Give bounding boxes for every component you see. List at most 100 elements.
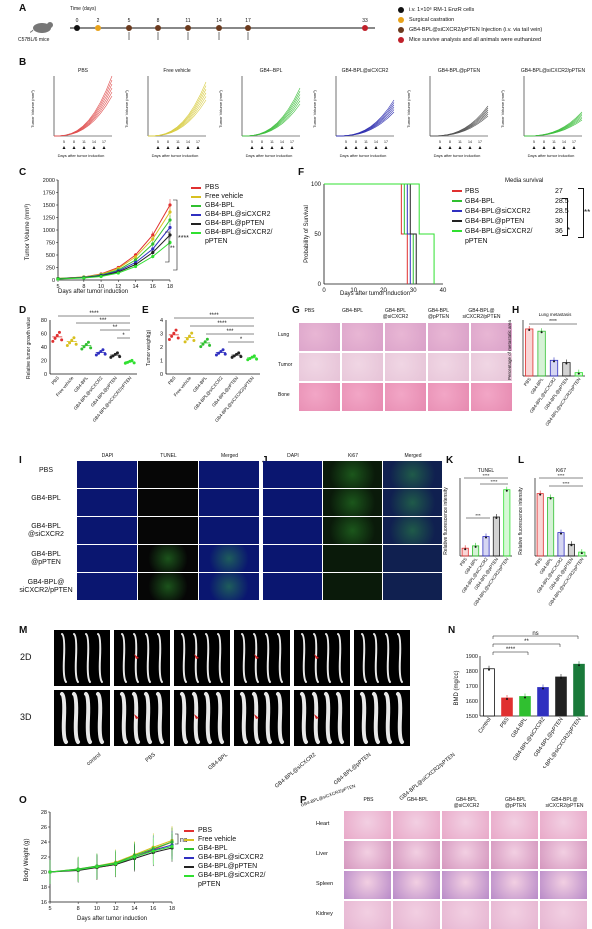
data-point: [68, 341, 72, 345]
y-tick-label: 1500: [466, 714, 478, 720]
panel-label-l: L: [518, 455, 525, 466]
legend-row: PBS: [191, 183, 272, 192]
data-point: [188, 334, 191, 338]
column-header: GB4-BPL@ siCXCR2/pPTEN: [462, 308, 501, 320]
panel-label-k: K: [446, 455, 454, 466]
injection-arrow: [176, 146, 180, 149]
tumor-growth-mini-chart: GB4--BPL Tumor Volume (mm³) 5 8 11 14 17 Days a…: [218, 68, 301, 158]
bar: [549, 359, 559, 377]
timeline-dot: [95, 25, 101, 31]
data-point: [116, 271, 120, 275]
data-point: [223, 352, 227, 356]
data-point: [168, 203, 172, 207]
tick-label: 11: [176, 140, 180, 144]
legend-swatch: [191, 241, 201, 243]
row-label: Spleen: [316, 881, 334, 887]
bone-shape: [336, 692, 344, 744]
row-label: Bone: [278, 392, 290, 398]
histology-image: [427, 322, 470, 352]
data-point: [203, 340, 207, 344]
bone-shape: [277, 633, 283, 683]
significance-label: ***: [99, 318, 107, 324]
bone-shape: [240, 692, 248, 744]
legend-text: GB4-BPL@pPTEN: [465, 217, 525, 225]
x-tick-label: 10: [94, 906, 100, 912]
injection-arrow: [448, 146, 452, 149]
day-label: 14: [216, 18, 222, 24]
significance-label: ****: [217, 321, 227, 327]
data-point: [248, 356, 252, 360]
y-tick-label: 1700: [466, 684, 478, 690]
series-line: [57, 204, 171, 279]
legend-text: Free vehicle: [198, 836, 237, 843]
significance-label: *: [240, 337, 243, 343]
y-tick-label: 40: [41, 345, 47, 351]
survival-value: 28.5: [555, 197, 569, 205]
significance-label: ****: [490, 479, 497, 484]
bone-shape: [324, 692, 332, 744]
legend-text: PBS: [465, 187, 480, 195]
data-point: [109, 355, 113, 359]
tick-label: 5: [533, 140, 535, 144]
y-tick-label: 0: [318, 282, 322, 288]
legend-text: PBS: [205, 184, 220, 191]
legend-row: GB4-BPL@siCXCR2/pPTEN Injection (i.v. vi…: [398, 25, 588, 35]
histology-image: [298, 322, 341, 352]
chart-o: 16 18 20 22 24 26 28 5 8 10 12 14 16 18 Body Weight (g…: [24, 810, 188, 922]
legend-swatch: [452, 240, 462, 242]
bar: [537, 330, 546, 377]
y-tick-label: 4: [160, 318, 163, 324]
column-header: GB4-BPL @pPTEN: [427, 308, 450, 320]
row-label: Kidney: [316, 911, 333, 917]
growth-curve: [429, 105, 489, 137]
x-tick-label: PBS: [499, 716, 510, 729]
data-point: [464, 548, 467, 551]
legend-text: GB4-BPL: [205, 202, 235, 209]
injection-arrow: [572, 146, 576, 149]
fluorescence-image: [263, 573, 322, 600]
tick-label: 8: [543, 140, 545, 144]
data-point: [174, 328, 178, 332]
injection-arrow: [186, 146, 190, 149]
histology-image: [344, 871, 391, 899]
column-header: PBS: [304, 308, 315, 314]
data-point: [99, 350, 103, 354]
x-axis-label: Days after tumor induction: [434, 153, 481, 158]
x-axis-label: Days after tumor induction: [340, 153, 387, 158]
fluorescence-image: [199, 517, 259, 544]
day-label: 2: [97, 18, 100, 24]
histology-image: [427, 352, 470, 382]
data-point: [577, 372, 580, 375]
x-tick-label: GB4-BPL@siCXCR2: [193, 375, 224, 411]
legend-row: GB4-BPL@pPTEN: [191, 219, 272, 228]
significance-label: ****: [506, 647, 516, 653]
data-point: [190, 331, 194, 335]
column-header: GB4-BPL@ siCXCR2/pPTEN: [545, 797, 584, 809]
timeline: 0 2 5 8 11 14 17 33: [30, 18, 375, 40]
row-label: GB4-BPL: [31, 495, 61, 502]
data-point: [214, 353, 218, 357]
bar: [557, 532, 565, 557]
histology-image: [540, 871, 587, 899]
significance-label: ****: [209, 313, 219, 319]
panel-label-a: A: [19, 3, 27, 14]
tick-label: 14: [468, 140, 472, 144]
x-tick-label: GB4-BPL@siCXCR2: [512, 717, 546, 763]
x-tick-label: 8: [82, 284, 85, 290]
growth-curve: [523, 111, 583, 137]
data-point: [250, 355, 254, 359]
histology-image: [491, 901, 538, 929]
bone-shape: [96, 692, 104, 744]
legend-row: GB4-BPL@siCXCR2/: [184, 871, 265, 880]
bone-shape: [145, 633, 151, 683]
data-point: [524, 696, 526, 699]
data-point: [199, 345, 203, 349]
tick-label: 8: [355, 140, 357, 144]
y-tick-label: 20: [41, 359, 47, 365]
panel-label-n: N: [448, 625, 456, 636]
panel-label-e: E: [142, 305, 149, 316]
legend-row: PBS: [184, 826, 265, 835]
panel-label-h: H: [512, 305, 520, 316]
x-tick-label: 12: [113, 906, 119, 912]
chart-k: PBSGB4-BPLGB4-BPL@siCXCR2GB4-BPL@pPTENGB…: [443, 468, 512, 607]
